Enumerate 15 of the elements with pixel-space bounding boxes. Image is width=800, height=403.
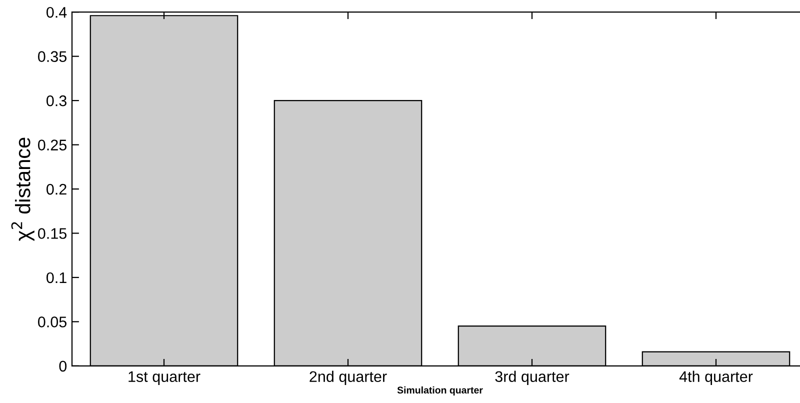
y-tick-label: 0.05 [38, 316, 66, 328]
y-tick-label: 0.25 [38, 140, 66, 150]
y-tick-label: 0.1 [46, 272, 66, 284]
y-tick-label: 0.3 [46, 95, 66, 106]
y-tick-label: 0.2 [46, 184, 66, 195]
y-tick-label: 0.4 [46, 6, 67, 18]
x-tick-label: 2nd quarter [310, 370, 387, 386]
x-tick-label: 3rd quarter [495, 370, 570, 386]
y-tick-label: 0.35 [38, 51, 66, 62]
x-tick-label: 1st quarter [128, 371, 200, 386]
y-tick-label: 0.15 [38, 228, 66, 239]
y-tick-label: 0 [59, 360, 67, 372]
x-tick-label: 4th quarter [679, 370, 753, 386]
x-axis-title: Simulation quarter [397, 386, 483, 396]
y-axis-title: χ$^{2}$ distance [11, 138, 34, 241]
